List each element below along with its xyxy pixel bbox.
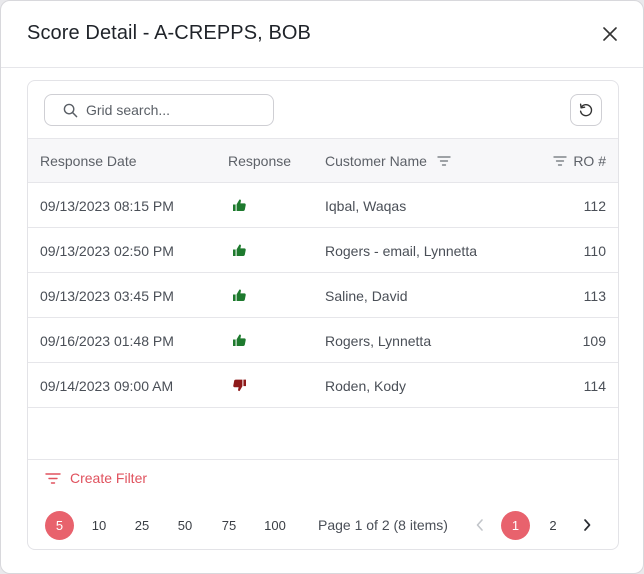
ro-cell: 109 (582, 333, 606, 349)
response-cell (232, 288, 247, 306)
page-size-option[interactable]: 10 (91, 517, 107, 533)
chevron-right-icon (584, 519, 591, 531)
response-cell (232, 243, 247, 261)
page-size-option[interactable]: 50 (177, 517, 193, 533)
divider (28, 459, 618, 460)
customer-name-cell: Roden, Kody (325, 378, 406, 394)
response-cell (232, 198, 247, 216)
search-input[interactable] (86, 102, 266, 118)
table-row[interactable]: 09/14/2023 09:00 AM Roden, Kody 114 (28, 363, 618, 408)
column-header-response[interactable]: Response (228, 153, 292, 169)
search-box[interactable] (44, 94, 274, 126)
customer-name-cell: Saline, David (325, 288, 408, 304)
response-cell (232, 333, 247, 351)
thumbs-down-icon (233, 379, 246, 392)
close-icon (603, 27, 617, 41)
response-date-cell: 09/16/2023 01:48 PM (40, 333, 174, 349)
close-button[interactable] (599, 23, 621, 45)
modal-title: Score Detail - A-CREPPS, BOB (27, 22, 312, 44)
column-header-customer-name[interactable]: Customer Name (325, 153, 451, 169)
search-icon (63, 103, 78, 117)
modal-header: Score Detail - A-CREPPS, BOB (1, 1, 643, 68)
page-size-option[interactable]: 75 (221, 517, 237, 533)
table-row[interactable]: 09/13/2023 03:45 PM Saline, David 113 (28, 273, 618, 318)
customer-name-cell: Iqbal, Waqas (325, 198, 407, 214)
grid-card: Response Date Response Customer Name RO … (27, 80, 619, 550)
table-row[interactable]: 09/13/2023 02:50 PM Rogers - email, Lynne… (28, 228, 618, 273)
page-info: Page 1 of 2 (8 items) (318, 517, 448, 533)
ro-cell: 114 (583, 378, 606, 394)
prev-page-button[interactable] (466, 511, 494, 539)
table-row[interactable]: 09/13/2023 08:15 PM Iqbal, Waqas 112 (28, 183, 618, 228)
response-date-cell: 09/13/2023 03:45 PM (40, 288, 174, 304)
create-filter-button[interactable]: Create Filter (45, 470, 147, 486)
grid-toolbar (28, 81, 618, 139)
ro-cell: 112 (583, 198, 606, 214)
response-cell (232, 378, 247, 396)
table-row[interactable]: 09/16/2023 01:48 PM Rogers, Lynnetta 109 (28, 318, 618, 363)
thumbs-up-icon (233, 289, 246, 301)
grid-header: Response Date Response Customer Name RO … (28, 139, 618, 183)
customer-name-cell: Rogers - email, Lynnetta (325, 243, 477, 259)
reset-layout-button[interactable] (570, 94, 602, 126)
thumbs-up-icon (233, 244, 246, 256)
create-filter-label: Create Filter (70, 470, 148, 486)
next-page-button[interactable] (573, 511, 601, 539)
filter-icon[interactable] (437, 155, 451, 167)
undo-icon (579, 103, 593, 117)
column-header-response-date[interactable]: Response Date (40, 153, 137, 169)
filter-icon (45, 472, 61, 484)
grid-body: 09/13/2023 08:15 PM Iqbal, Waqas 112 09/13/… (28, 183, 618, 408)
thumbs-up-icon (233, 334, 246, 346)
ro-cell: 110 (583, 243, 606, 259)
response-date-cell: 09/14/2023 09:00 AM (40, 378, 174, 394)
pager: 5 10 25 50 75 100 Page 1 of 2 (8 items) … (28, 511, 618, 541)
page-size-option[interactable]: 100 (264, 517, 286, 533)
response-date-cell: 09/13/2023 08:15 PM (40, 198, 174, 214)
column-header-ro[interactable]: RO # (553, 153, 606, 169)
thumbs-up-icon (233, 199, 246, 211)
page-size-option[interactable]: 25 (134, 517, 150, 533)
chevron-left-icon (476, 519, 483, 531)
response-date-cell: 09/13/2023 02:50 PM (40, 243, 174, 259)
filter-icon[interactable] (553, 155, 567, 167)
page-button[interactable]: 2 (549, 517, 557, 533)
page-size-option[interactable]: 5 (45, 511, 74, 540)
page-button[interactable]: 1 (501, 511, 530, 540)
ro-cell: 113 (583, 288, 606, 304)
customer-name-cell: Rogers, Lynnetta (325, 333, 432, 349)
